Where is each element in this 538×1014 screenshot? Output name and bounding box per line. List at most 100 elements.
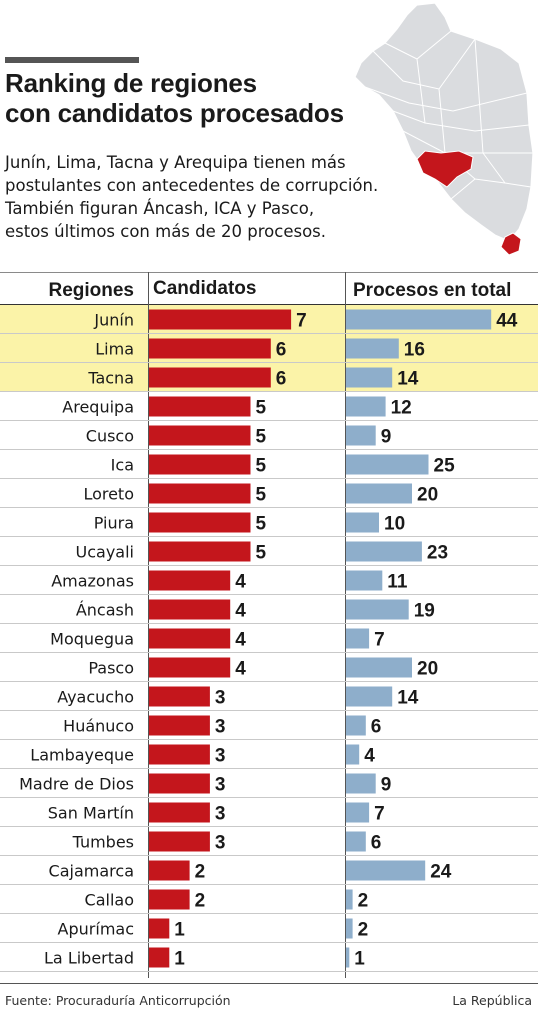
region-label-tumbes: Tumbes <box>72 833 134 852</box>
region-label-san-martin: San Martín <box>48 804 134 823</box>
procesos-bar-piura <box>346 512 379 533</box>
region-label-ucayali: Ucayali <box>76 543 134 562</box>
candidatos-value-san-martin: 3 <box>215 804 226 825</box>
page-subtitle: Junín, Lima, Tacna y Arequipa tienen más… <box>5 151 425 243</box>
candidatos-value-cusco: 5 <box>256 427 267 448</box>
candidatos-bar-tacna <box>149 367 271 388</box>
candidatos-bar-ucayali <box>149 541 251 562</box>
procesos-value-huanuco: 6 <box>371 717 382 738</box>
candidatos-value-tumbes: 3 <box>215 833 226 854</box>
procesos-value-ica: 25 <box>434 456 456 477</box>
candidatos-value-huanuco: 3 <box>215 717 226 738</box>
procesos-value-loreto: 20 <box>417 485 438 506</box>
procesos-value-la-libertad: 1 <box>354 949 365 970</box>
candidatos-value-ica: 5 <box>256 456 267 477</box>
region-label-madre-de-dios: Madre de Dios <box>19 775 134 794</box>
procesos-bar-callao <box>346 889 353 910</box>
page-title: Ranking de regiones con candidatos proce… <box>5 68 365 128</box>
procesos-bar-lima <box>346 338 399 359</box>
candidatos-bar-loreto <box>149 483 251 504</box>
region-label-tacna: Tacna <box>87 369 134 388</box>
credit-note: La República <box>452 993 532 1008</box>
ranking-chart: Regiones Candidatos Procesos en total Ju… <box>0 272 538 984</box>
header-candidatos: Candidatos <box>153 278 256 299</box>
candidatos-value-la-libertad: 1 <box>174 949 185 970</box>
procesos-value-tacna: 14 <box>397 369 419 390</box>
procesos-bar-loreto <box>346 483 412 504</box>
procesos-bar-la-libertad <box>346 947 350 968</box>
candidatos-value-moquegua: 4 <box>235 630 246 651</box>
peru-country-shape <box>355 3 534 242</box>
region-label-ayacucho: Ayacucho <box>57 688 134 707</box>
procesos-bar-tacna <box>346 367 393 388</box>
region-label-lima: Lima <box>95 340 134 359</box>
region-label-arequipa: Arequipa <box>62 398 134 417</box>
region-label-apurimac: Apurímac <box>58 920 134 939</box>
source-note: Fuente: Procuraduría Anticorrupción <box>5 993 231 1008</box>
procesos-bar-huanuco <box>346 715 366 736</box>
procesos-value-arequipa: 12 <box>391 398 412 419</box>
candidatos-bar-ayacucho <box>149 686 210 707</box>
procesos-bar-arequipa <box>346 396 386 417</box>
candidatos-bar-tumbes <box>149 831 210 852</box>
region-label-ica: Ica <box>111 456 134 475</box>
candidatos-bar-callao <box>149 889 190 910</box>
procesos-bar-pasco <box>346 657 412 678</box>
header-procesos: Procesos en total <box>353 280 511 301</box>
procesos-value-san-martin: 7 <box>374 804 385 825</box>
region-label-piura: Piura <box>94 514 134 533</box>
candidatos-value-junin: 7 <box>296 311 307 332</box>
candidatos-value-ucayali: 5 <box>256 543 267 564</box>
procesos-bar-madre-de-dios <box>346 773 376 794</box>
candidatos-bar-apurimac <box>149 918 170 939</box>
procesos-bar-tumbes <box>346 831 366 852</box>
candidatos-bar-la-libertad <box>149 947 170 968</box>
candidatos-bar-arequipa <box>149 396 251 417</box>
title-line-1: Ranking de regiones <box>5 68 257 98</box>
procesos-value-amazonas: 11 <box>387 572 408 593</box>
candidatos-bar-moquegua <box>149 628 231 649</box>
candidatos-value-apurimac: 1 <box>174 920 185 941</box>
region-label-callao: Callao <box>85 891 134 910</box>
procesos-bar-ucayali <box>346 541 422 562</box>
procesos-value-madre-de-dios: 9 <box>381 775 392 796</box>
candidatos-bar-huanuco <box>149 715 210 736</box>
procesos-value-apurimac: 2 <box>358 920 369 941</box>
candidatos-value-cajamarca: 2 <box>195 862 206 883</box>
candidatos-bar-cajamarca <box>149 860 190 881</box>
subtitle-line-2: postulantes con antecedentes de corrupci… <box>5 176 379 195</box>
header-regiones: Regiones <box>48 280 134 301</box>
candidatos-bar-pasco <box>149 657 231 678</box>
candidatos-value-amazonas: 4 <box>235 572 246 593</box>
procesos-bar-san-martin <box>346 802 370 823</box>
candidatos-value-callao: 2 <box>195 891 206 912</box>
procesos-bar-ancash <box>346 599 409 620</box>
candidatos-value-lima: 6 <box>276 340 287 361</box>
candidatos-bar-san-martin <box>149 802 210 823</box>
procesos-value-ancash: 19 <box>414 601 435 622</box>
candidatos-bar-ancash <box>149 599 231 620</box>
candidatos-value-ancash: 4 <box>235 601 246 622</box>
candidatos-value-piura: 5 <box>256 514 267 535</box>
procesos-bar-ayacucho <box>346 686 393 707</box>
candidatos-bar-cusco <box>149 425 251 446</box>
procesos-value-piura: 10 <box>384 514 405 535</box>
procesos-value-junin: 44 <box>496 311 518 332</box>
procesos-bar-cajamarca <box>346 860 426 881</box>
region-label-ancash: Áncash <box>76 601 134 620</box>
candidatos-value-arequipa: 5 <box>256 398 267 419</box>
candidatos-bar-amazonas <box>149 570 231 591</box>
candidatos-bar-lima <box>149 338 271 359</box>
peru-map <box>355 3 534 256</box>
region-label-moquegua: Moquegua <box>50 630 134 649</box>
region-label-cajamarca: Cajamarca <box>49 862 134 881</box>
candidatos-value-ayacucho: 3 <box>215 688 226 709</box>
candidatos-bar-ica <box>149 454 251 475</box>
procesos-bar-cusco <box>346 425 376 446</box>
candidatos-bar-junin <box>149 309 292 330</box>
subtitle-line-1: Junín, Lima, Tacna y Arequipa tienen más <box>5 153 346 172</box>
candidatos-value-pasco: 4 <box>235 659 246 680</box>
candidatos-bar-madre-de-dios <box>149 773 210 794</box>
procesos-value-cajamarca: 24 <box>430 862 452 883</box>
